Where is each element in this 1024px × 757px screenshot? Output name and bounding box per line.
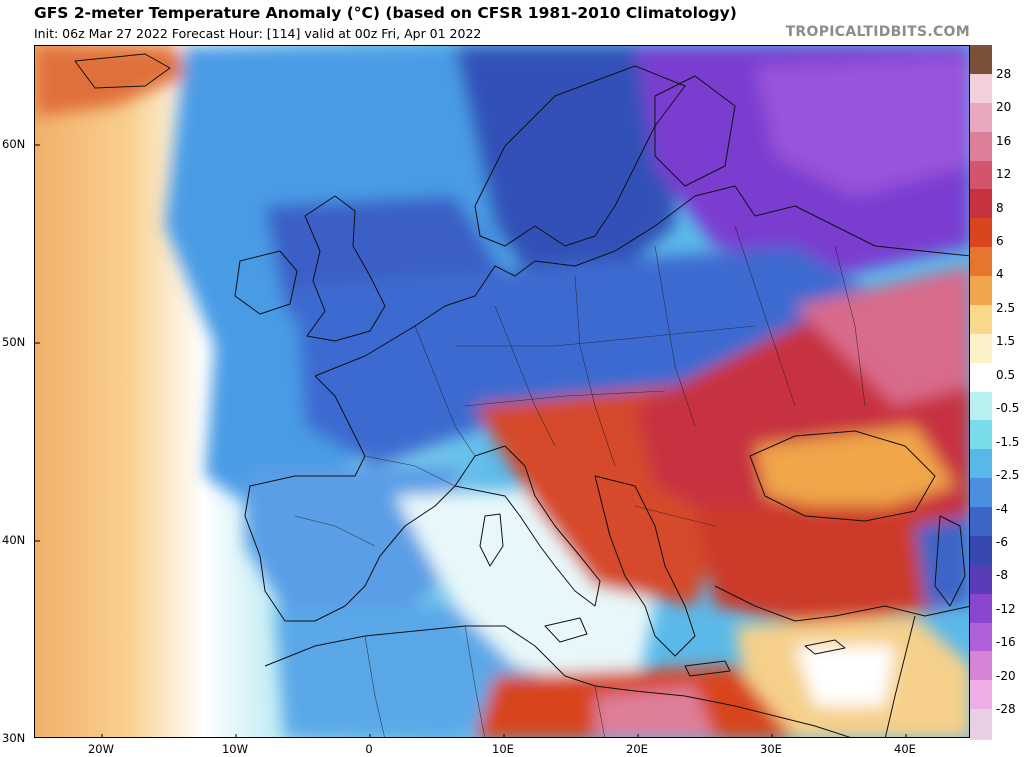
colorbar-label: 6 [996, 234, 1004, 249]
colorbar-cell [970, 651, 992, 682]
colorbar-label: -20 [996, 668, 1016, 683]
colorbar-label: -28 [996, 702, 1016, 717]
colorbar-cell [970, 535, 992, 567]
colorbar-label: 1.5 [996, 334, 1016, 349]
colorbar-cell [970, 420, 992, 451]
brand-watermark: TROPICALTIDBITS.COM [785, 24, 970, 40]
colorbar-cell [970, 449, 992, 480]
lon-label-20e: 20E [626, 742, 648, 756]
colorbar-cell [970, 218, 992, 249]
colorbar-cell [970, 102, 992, 134]
lon-label-20w: 20W [87, 742, 115, 756]
anomaly-map-canvas [35, 46, 969, 737]
colorbar-cell [970, 304, 992, 336]
colorbar-label: 0.5 [996, 367, 1016, 382]
colorbar-cell [970, 189, 992, 220]
anomaly-map [34, 45, 970, 738]
colorbar-label: -12 [996, 601, 1016, 616]
colorbar-label: 8 [996, 200, 1004, 215]
country-borders [294, 225, 866, 737]
lat-ticks [35, 144, 40, 542]
colorbar-cell [970, 564, 992, 596]
colorbar-label: 20 [996, 100, 1012, 115]
colorbar-label: -0.5 [996, 401, 1020, 416]
colorbar-label: 28 [996, 66, 1012, 81]
colorbar-label: -2.5 [996, 468, 1020, 483]
colorbar-cell [970, 333, 992, 365]
lat-label-30n: 30N [2, 731, 26, 745]
colorbar-cell [970, 478, 992, 509]
colorbar-label: -8 [996, 568, 1008, 583]
lon-label-0: 0 [365, 742, 373, 756]
coastlines [74, 53, 969, 737]
lon-label-10w: 10W [221, 742, 249, 756]
colorbar-label: 12 [996, 167, 1012, 182]
map-subtitle: Init: 06z Mar 27 2022 Forecast Hour: [11… [34, 26, 482, 41]
lon-label-40e: 40E [894, 742, 916, 756]
lat-label-60n: 60N [2, 137, 26, 151]
lon-label-10e: 10E [492, 742, 514, 756]
colorbar-label: -16 [996, 635, 1016, 650]
map-title: GFS 2-meter Temperature Anomaly (°C) (ba… [34, 4, 737, 22]
colorbar-cell [970, 45, 992, 76]
colorbar-label: 16 [996, 133, 1012, 148]
colorbar-cell [970, 391, 992, 422]
colorbar-cell [970, 709, 992, 740]
lat-label-50n: 50N [2, 335, 26, 349]
colorbar-label: -6 [996, 534, 1008, 549]
colorbar-cell [970, 622, 992, 653]
colorbar-cell [970, 680, 992, 711]
colorbar-cell [970, 160, 992, 191]
lon-ticks [101, 734, 907, 737]
colorbar-label: 2.5 [996, 300, 1016, 315]
colorbar-cell [970, 131, 992, 162]
colorbar-label: -4 [996, 501, 1008, 516]
lat-label-40n: 40N [2, 533, 26, 547]
colorbar-cell [970, 247, 992, 278]
colorbar-cell [970, 593, 992, 624]
colorbar-cell [970, 362, 992, 393]
colorbar-label: -1.5 [996, 434, 1020, 449]
colorbar-cell [970, 276, 992, 307]
colorbar [970, 45, 992, 740]
colorbar-label: 4 [996, 267, 1004, 282]
colorbar-cell [970, 507, 992, 538]
colorbar-cell [970, 73, 992, 105]
lon-label-30e: 30E [760, 742, 782, 756]
